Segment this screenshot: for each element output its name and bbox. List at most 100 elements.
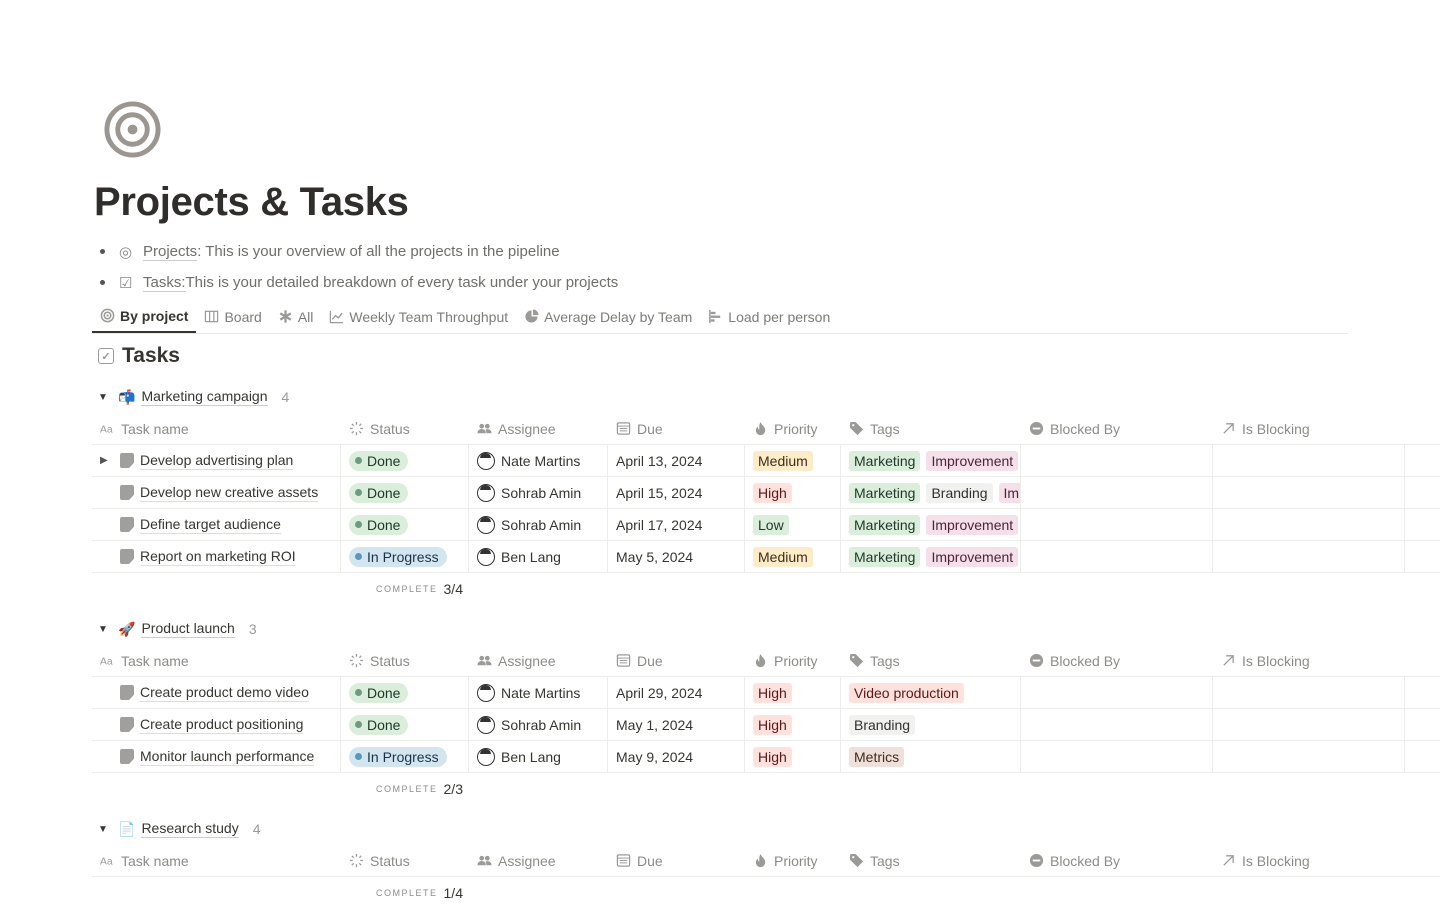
table-row[interactable]: Define target audience Done Sohrab Amin … — [92, 509, 1440, 541]
is-blocking-cell[interactable] — [1213, 477, 1405, 508]
database-title-text[interactable]: Tasks — [122, 344, 180, 367]
task-name[interactable]: Monitor launch performance — [140, 747, 315, 766]
table-row[interactable]: Report on marketing ROI In Progress Ben … — [92, 541, 1440, 573]
column-header-priority[interactable]: Priority — [745, 413, 841, 444]
tag-badge: Improvement — [926, 450, 1019, 471]
column-header-assignee[interactable]: Assignee — [469, 845, 608, 876]
status-badge: In Progress — [349, 546, 447, 567]
column-header-blocked-by[interactable]: Blocked By — [1021, 645, 1213, 676]
complete-summary: COMPLETE 1/4 — [92, 877, 1440, 909]
column-header-blocked-by[interactable]: Blocked By — [1021, 413, 1213, 444]
blocked-by-cell[interactable] — [1021, 509, 1213, 540]
tab-board[interactable]: Board — [196, 300, 269, 333]
expand-icon[interactable]: ▶ — [100, 455, 108, 466]
group-name[interactable]: Product launch — [141, 620, 235, 638]
fire-icon — [755, 853, 766, 868]
group-research-study: ▼ 📄 Research study 4 Aa Task name Status Assign… — [92, 813, 1440, 909]
task-name[interactable]: Create product demo video — [140, 683, 309, 702]
column-header-task-name[interactable]: Aa Task name — [92, 413, 341, 444]
column-header-is-blocking[interactable]: Is Blocking — [1213, 845, 1405, 876]
column-header-is-blocking[interactable]: Is Blocking — [1213, 645, 1405, 676]
table-row[interactable]: Create product positioning Done Sohrab A… — [92, 709, 1440, 741]
tab-load-per-person[interactable]: Load per person — [700, 300, 838, 333]
task-name[interactable]: Report on marketing ROI — [140, 547, 296, 566]
is-blocking-cell[interactable] — [1213, 541, 1405, 572]
priority-badge: Low — [753, 514, 789, 535]
projects-link[interactable]: Projects — [143, 242, 198, 261]
collapse-toggle-icon[interactable]: ▼ — [98, 391, 108, 403]
column-header-due[interactable]: Due — [608, 413, 745, 444]
column-header-tags[interactable]: Tags — [841, 413, 1021, 444]
column-header-tags[interactable]: Tags — [841, 845, 1021, 876]
tab-all[interactable]: All — [270, 300, 322, 333]
column-label: Blocked By — [1050, 652, 1121, 669]
tab-label: Weekly Team Throughput — [349, 308, 509, 325]
column-header-blocked-by[interactable]: Blocked By — [1021, 845, 1213, 876]
task-name[interactable]: Develop advertising plan — [140, 451, 294, 470]
is-blocking-cell[interactable] — [1213, 677, 1405, 708]
avatar — [477, 547, 495, 566]
column-header-tags[interactable]: Tags — [841, 645, 1021, 676]
column-header-priority[interactable]: Priority — [745, 645, 841, 676]
collapse-toggle-icon[interactable]: ▼ — [98, 623, 108, 635]
column-header-task-name[interactable]: Aa Task name — [92, 645, 341, 676]
tab-label: Average Delay by Team — [544, 308, 693, 325]
collapse-toggle-icon[interactable]: ▼ — [98, 823, 108, 835]
list-item: ◎ Projects: This is your overview of all … — [100, 236, 618, 267]
tasks-link[interactable]: Tasks: — [143, 273, 186, 292]
blocked-by-cell[interactable] — [1021, 741, 1213, 772]
column-header-status[interactable]: Status — [341, 645, 469, 676]
group-emoji-icon: 🚀 — [118, 620, 136, 637]
table-row[interactable]: ▶ Develop advertising plan Done Nate Mart… — [92, 445, 1440, 477]
column-header-priority[interactable]: Priority — [745, 845, 841, 876]
page-icon — [120, 453, 134, 468]
table-row[interactable]: Develop new creative assets Done Sohrab … — [92, 477, 1440, 509]
blocked-icon — [1029, 853, 1044, 868]
column-label: Is Blocking — [1242, 852, 1310, 869]
blocked-by-cell[interactable] — [1021, 709, 1213, 740]
blocked-by-cell[interactable] — [1021, 477, 1213, 508]
is-blocking-cell[interactable] — [1213, 509, 1405, 540]
column-header-is-blocking[interactable]: Is Blocking — [1213, 413, 1405, 444]
column-header-status[interactable]: Status — [341, 845, 469, 876]
column-header-due[interactable]: Due — [608, 645, 745, 676]
table-row[interactable]: Create product demo video Done Nate Mart… — [92, 677, 1440, 709]
is-blocking-cell[interactable] — [1213, 741, 1405, 772]
task-name[interactable]: Develop new creative assets — [140, 483, 319, 502]
is-blocking-cell[interactable] — [1213, 445, 1405, 476]
complete-value: 3/4 — [443, 581, 463, 597]
task-name[interactable]: Define target audience — [140, 515, 281, 534]
tab-average-delay-by-team[interactable]: Average Delay by Team — [516, 300, 700, 333]
due-date: April 13, 2024 — [616, 452, 703, 469]
calendar-icon — [616, 854, 631, 867]
column-header-status[interactable]: Status — [341, 413, 469, 444]
column-header-assignee[interactable]: Assignee — [469, 413, 608, 444]
calendar-icon — [616, 422, 631, 435]
group-count: 4 — [252, 821, 261, 837]
blocked-by-cell[interactable] — [1021, 445, 1213, 476]
group-name[interactable]: Marketing campaign — [141, 388, 268, 406]
table-row[interactable]: Monitor launch performance In Progress B… — [92, 741, 1440, 773]
status-text: In Progress — [367, 748, 439, 765]
column-header-task-name[interactable]: Aa Task name — [92, 845, 341, 876]
column-label: Due — [637, 420, 663, 437]
text-icon: Aa — [100, 856, 113, 867]
page-icon — [120, 549, 134, 564]
task-name[interactable]: Create product positioning — [140, 715, 304, 734]
column-label: Assignee — [498, 652, 556, 669]
blocked-by-cell[interactable] — [1021, 677, 1213, 708]
status-text: In Progress — [367, 548, 439, 565]
column-header-due[interactable]: Due — [608, 845, 745, 876]
tab-weekly-team-throughput[interactable]: Weekly Team Throughput — [321, 300, 516, 333]
arrow-up-right-icon — [1223, 423, 1234, 434]
group-name[interactable]: Research study — [141, 820, 239, 838]
blocked-icon — [1029, 653, 1044, 668]
avatar — [477, 747, 495, 766]
is-blocking-cell[interactable] — [1213, 709, 1405, 740]
column-header-assignee[interactable]: Assignee — [469, 645, 608, 676]
complete-summary: COMPLETE 2/3 — [92, 773, 1440, 805]
svg-text:Aa: Aa — [100, 424, 113, 435]
pie-chart-icon — [525, 309, 539, 323]
tab-by-project[interactable]: By project — [92, 300, 197, 333]
blocked-by-cell[interactable] — [1021, 541, 1213, 572]
